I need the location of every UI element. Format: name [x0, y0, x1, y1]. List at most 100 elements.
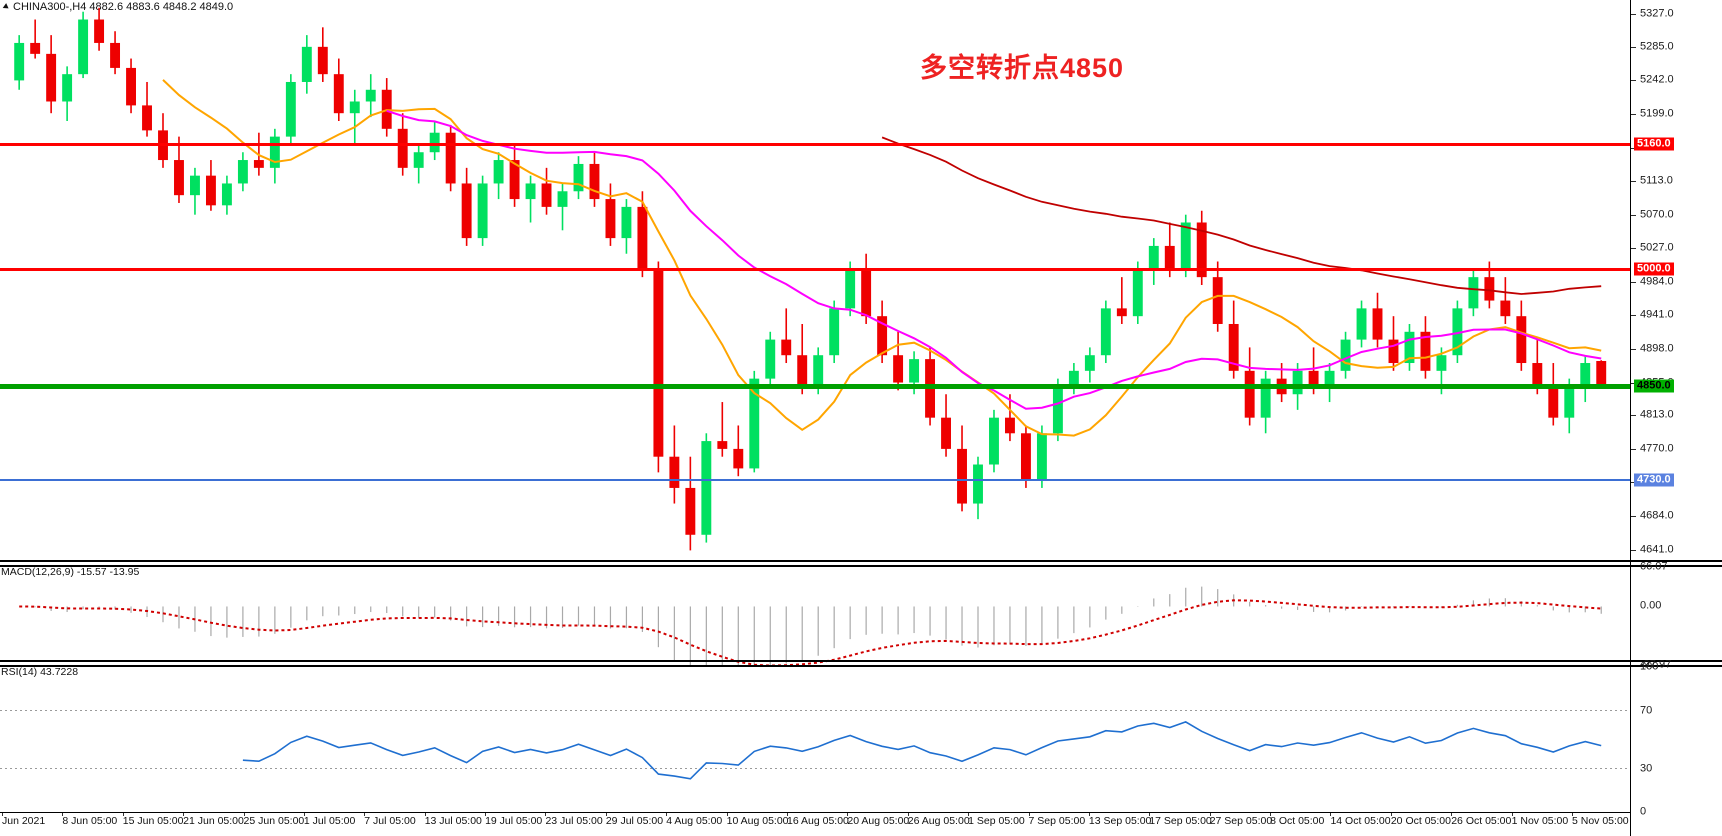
- pivot-4850-line[interactable]: [0, 384, 1630, 390]
- price-axis-label: 4641.0: [1640, 543, 1674, 556]
- candle-body: [1324, 370, 1335, 387]
- price-axis-tick: [1631, 382, 1636, 384]
- time-axis-label: 8 Jun 05:00: [62, 815, 118, 827]
- candle-body: [397, 128, 408, 168]
- price-axis-label: 5242.0: [1640, 73, 1674, 86]
- candle-body: [142, 105, 152, 131]
- time-axis-label: 1 Sep 05:00: [968, 815, 1025, 827]
- time-axis-tick: [907, 812, 909, 816]
- candle-body: [1196, 222, 1207, 278]
- moving-average-line: [881, 136, 1602, 295]
- candle-body: [589, 163, 600, 200]
- time-axis-tick: [485, 812, 487, 816]
- pivot-4850-tag[interactable]: 4850.0: [1634, 379, 1674, 393]
- resistance-5160-line[interactable]: [0, 143, 1630, 147]
- candle-body: [269, 136, 280, 168]
- time-axis-tick: [1028, 812, 1030, 816]
- candle-body: [301, 46, 312, 82]
- price-axis-tick: [1631, 281, 1636, 283]
- price-axis-label: 4684.0: [1640, 509, 1674, 522]
- time-axis-label: 7 Jul 05:00: [364, 815, 416, 827]
- resistance-5000-tag[interactable]: 5000.0: [1634, 262, 1674, 276]
- time-axis-tick: [1390, 812, 1392, 816]
- candle-body: [541, 183, 552, 207]
- price-axis-tick: [1631, 482, 1636, 484]
- time-axis[interactable]: Jun 2021 8 Jun 05:00 15 Jun 05:00 21 Jun 05…: [0, 812, 1722, 836]
- macd-indicator-panel[interactable]: [0, 567, 1630, 665]
- time-axis-label: 13 Jul 05:00: [424, 815, 482, 827]
- support-4730-line[interactable]: [0, 479, 1630, 482]
- macd-axis-label: 0.00: [1640, 599, 1662, 612]
- candle-body: [174, 160, 184, 196]
- time-axis-label: 29 Jul 05:00: [605, 815, 664, 827]
- price-axis-label: 5070.0: [1640, 208, 1674, 221]
- candle-body: [701, 441, 712, 535]
- candle-body: [333, 74, 344, 114]
- candle-body: [1052, 386, 1063, 434]
- candle-body: [237, 160, 248, 184]
- time-axis-label: 25 Jun 05:00: [243, 815, 305, 827]
- candle-body: [1372, 308, 1383, 340]
- price-axis-tick: [1631, 214, 1636, 216]
- price-axis-label: 4898.0: [1640, 342, 1674, 355]
- resistance-5000-line[interactable]: [0, 268, 1630, 272]
- candle-body: [205, 175, 216, 206]
- price-axis-tick: [1631, 315, 1636, 317]
- candle-body: [1292, 370, 1303, 395]
- price-axis-label: 5113.0: [1640, 174, 1673, 187]
- time-axis-tick: [1149, 812, 1151, 816]
- candle-body: [1564, 386, 1575, 418]
- price-axis-label: 5285.0: [1640, 40, 1674, 53]
- time-axis-tick: [1330, 812, 1332, 816]
- candle-body: [365, 89, 376, 102]
- candle-body: [1164, 245, 1175, 270]
- candle-body: [989, 417, 999, 465]
- price-axis-label: 4770.0: [1640, 442, 1674, 455]
- price-chart-canvas: [14, 7, 1607, 551]
- time-axis-tick: [1572, 812, 1573, 816]
- time-axis-label: 20 Aug 05:00: [847, 815, 910, 827]
- time-axis-tick: [1088, 812, 1090, 816]
- rsi-title: RSI(14) 43.7228: [1, 666, 79, 678]
- candle-body: [861, 269, 872, 317]
- price-axis-tick: [1631, 415, 1636, 417]
- candle-body: [1148, 245, 1159, 270]
- candle-body: [1452, 308, 1463, 356]
- candle-body: [621, 206, 632, 239]
- time-axis-label: 15 Jun 05:00: [122, 815, 184, 827]
- candle-body: [813, 355, 824, 387]
- candle-body: [573, 163, 584, 192]
- candle-body: [477, 183, 488, 239]
- rsi-indicator-panel[interactable]: [0, 667, 1630, 812]
- time-axis-tick: [1511, 812, 1513, 816]
- time-axis-tick: [847, 812, 849, 816]
- time-axis-line: [0, 812, 1630, 813]
- time-axis-label: 26 Oct 05:00: [1451, 815, 1512, 827]
- price-axis-label: 4941.0: [1640, 308, 1674, 321]
- candle-body: [94, 19, 105, 43]
- resistance-5160-tag[interactable]: 5160.0: [1634, 137, 1674, 151]
- candle-body: [1212, 277, 1223, 324]
- candle-body: [1180, 222, 1191, 270]
- price-axis-tick: [1631, 181, 1636, 183]
- candle-body: [1580, 363, 1591, 387]
- price-axis-label: 4984.0: [1640, 275, 1674, 288]
- candle-body: [1005, 417, 1015, 434]
- candle-body: [493, 160, 504, 184]
- candle-body: [525, 183, 536, 200]
- candle-body: [653, 269, 664, 457]
- candle-body: [1100, 308, 1111, 356]
- price-axis-label: 5327.0: [1640, 7, 1674, 20]
- time-axis-tick: [2, 812, 3, 816]
- rsi-axis-label: 30: [1640, 762, 1653, 774]
- candle-body: [669, 456, 680, 488]
- price-axis-tick: [1631, 80, 1636, 82]
- candle-body: [1068, 370, 1079, 387]
- support-4730-tag[interactable]: 4730.0: [1634, 473, 1674, 487]
- panel-separator-4: [0, 665, 1722, 667]
- price-chart-panel[interactable]: [0, 0, 1630, 566]
- candle-body: [893, 355, 904, 383]
- candle-body: [62, 74, 73, 102]
- candle-body: [110, 42, 121, 68]
